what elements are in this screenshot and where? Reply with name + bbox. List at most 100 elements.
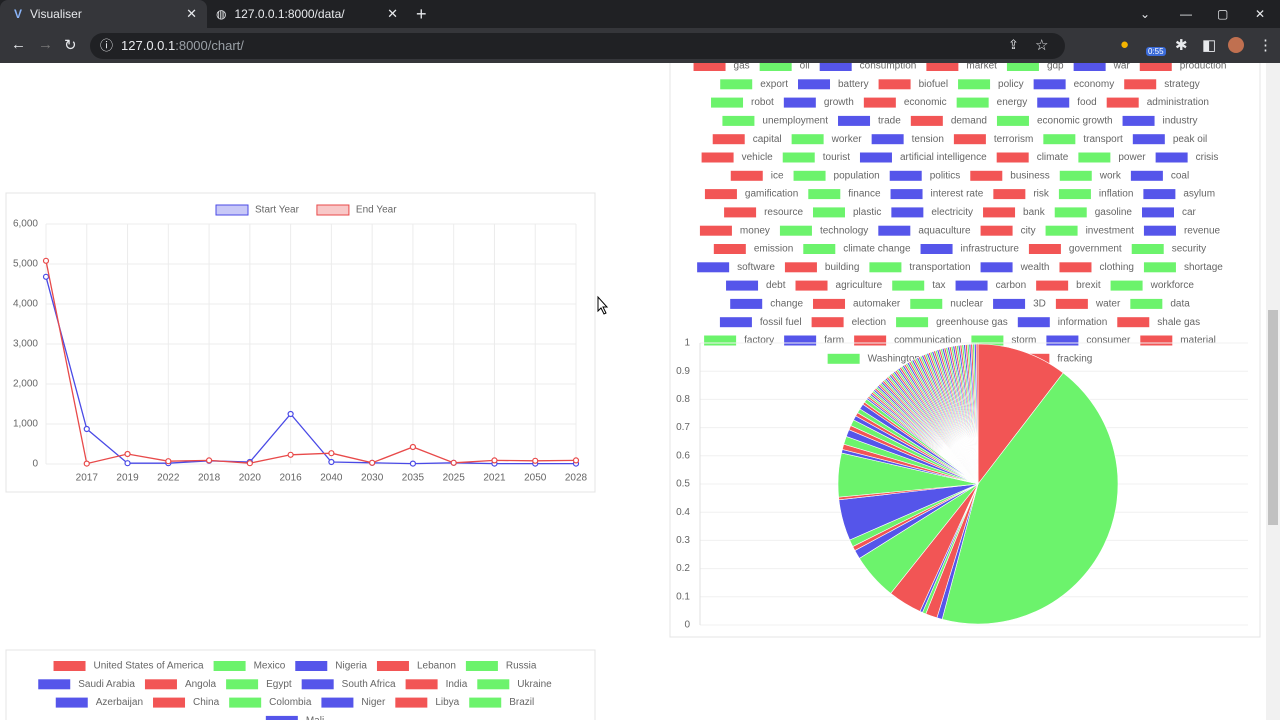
legend-label: Angola <box>185 679 217 690</box>
legend-swatch <box>983 207 1016 218</box>
legend-label: storm <box>1011 335 1036 346</box>
legend-swatch <box>1059 262 1092 273</box>
share[interactable]: ⇪ <box>1008 37 1019 52</box>
data-point <box>572 457 580 464</box>
side-panel[interactable]: ◧ <box>1202 37 1217 54</box>
data-point <box>205 457 213 464</box>
legend-swatch <box>863 97 896 108</box>
legend-label: economic <box>904 97 947 108</box>
legend-swatch <box>1033 79 1066 90</box>
maximize[interactable]: ▢ <box>1217 7 1229 21</box>
close-tab[interactable]: ✕ <box>387 6 398 21</box>
legend-label: interest rate <box>931 189 984 200</box>
legend-swatch <box>265 715 298 720</box>
legend-label: climate <box>1037 152 1069 163</box>
legend-swatch <box>910 298 943 309</box>
x-tick-label: 2022 <box>157 473 180 484</box>
x-tick-label: 2020 <box>239 473 262 484</box>
legend-swatch <box>1106 97 1139 108</box>
legend-label: workforce <box>1150 280 1195 291</box>
legend-label: energy <box>997 97 1028 108</box>
legend-label: Niger <box>361 697 386 708</box>
back[interactable]: ← <box>11 36 26 53</box>
legend-label: fossil fuel <box>760 317 802 328</box>
legend-label: population <box>834 170 880 181</box>
y-tick-label: 4,000 <box>13 299 38 310</box>
y-tick-label: 5,000 <box>13 259 38 270</box>
pie-slice <box>977 343 1064 485</box>
legend-swatch <box>469 697 502 708</box>
legend-label: export <box>760 79 788 90</box>
y-tick-label: 0 <box>32 459 38 470</box>
y-tick-label: 0.5 <box>676 479 690 490</box>
forward[interactable]: → <box>38 36 53 53</box>
legend-swatch <box>55 697 88 708</box>
minimize[interactable]: — <box>1180 7 1192 21</box>
legend-swatch <box>719 317 752 328</box>
x-tick-label: 2035 <box>402 473 425 484</box>
y-tick-label: 0.3 <box>676 535 690 546</box>
pie-slice <box>941 372 1119 625</box>
legend-swatch <box>1142 207 1174 218</box>
scrollbar-thumb[interactable] <box>1268 310 1278 525</box>
legend-label: South Africa <box>342 679 396 690</box>
data-point <box>42 257 50 264</box>
extension-badge: 0:55 <box>1146 47 1166 56</box>
legend-swatch <box>229 697 262 708</box>
legend-label: Mexico <box>254 661 286 672</box>
legend-swatch <box>869 262 902 273</box>
legend-label: 3D <box>1033 299 1046 310</box>
extension[interactable]: ● <box>1120 36 1130 53</box>
close-window[interactable]: ✕ <box>1255 7 1266 21</box>
data-point <box>287 410 294 418</box>
legend-label: security <box>1172 244 1206 255</box>
legend-swatch <box>395 697 428 708</box>
y-tick-label: 0.2 <box>676 563 690 574</box>
extensions[interactable]: ✱ <box>1175 37 1188 54</box>
bookmark[interactable]: ☆ <box>1035 37 1049 54</box>
legend-label: clothing <box>1099 262 1133 273</box>
legend-label: city <box>1021 225 1036 236</box>
tab-title: 127.0.0.1:8000/data/ <box>234 7 345 21</box>
legend-swatch <box>993 298 1026 309</box>
legend-swatch <box>1055 298 1088 309</box>
legend-swatch <box>722 115 755 126</box>
data-point <box>83 460 90 467</box>
profile[interactable] <box>1228 37 1244 53</box>
legend-swatch <box>827 353 860 364</box>
legend-label: carbon <box>996 280 1027 291</box>
legend-swatch <box>813 207 845 218</box>
menu[interactable]: ⋮ <box>1258 37 1273 54</box>
legend-label: food <box>1077 97 1096 108</box>
legend-label: factory <box>744 335 774 346</box>
new-tab[interactable]: + <box>416 4 427 24</box>
legend-label: market <box>966 61 997 72</box>
legend-swatch <box>791 134 824 145</box>
legend-label: material <box>1180 335 1216 346</box>
legend-label: asylum <box>1183 189 1215 200</box>
legend-label: Saudi Arabia <box>78 679 135 690</box>
tab[interactable]: V Visualiser ✕ <box>0 0 207 28</box>
legend-label: communication <box>894 335 961 346</box>
legend-label: Libya <box>435 697 459 708</box>
legend-label: emission <box>754 244 793 255</box>
address-bar[interactable]: ⓘ 127.0.0.1:8000/chart/ <box>90 33 1065 59</box>
legend-swatch <box>910 115 943 126</box>
legend-label: policy <box>998 79 1024 90</box>
legend-label: water <box>1095 299 1121 310</box>
data-point <box>369 459 376 466</box>
legend-swatch <box>890 189 923 200</box>
legend-label: tax <box>932 280 945 291</box>
close-tab[interactable]: ✕ <box>186 6 197 21</box>
tab-search[interactable]: ⌄ <box>1140 7 1151 21</box>
legend-swatch <box>699 225 732 236</box>
legend-label: Washington <box>868 353 920 364</box>
tab[interactable]: ◍ 127.0.0.1:8000/data/✕ <box>208 0 408 28</box>
legend-label: risk <box>1033 189 1050 200</box>
legend-label: wealth <box>1020 262 1050 273</box>
reload[interactable]: ↻ <box>64 37 77 54</box>
legend-swatch <box>783 97 816 108</box>
legend-label: Russia <box>506 661 537 672</box>
legend-label: demand <box>951 116 987 127</box>
